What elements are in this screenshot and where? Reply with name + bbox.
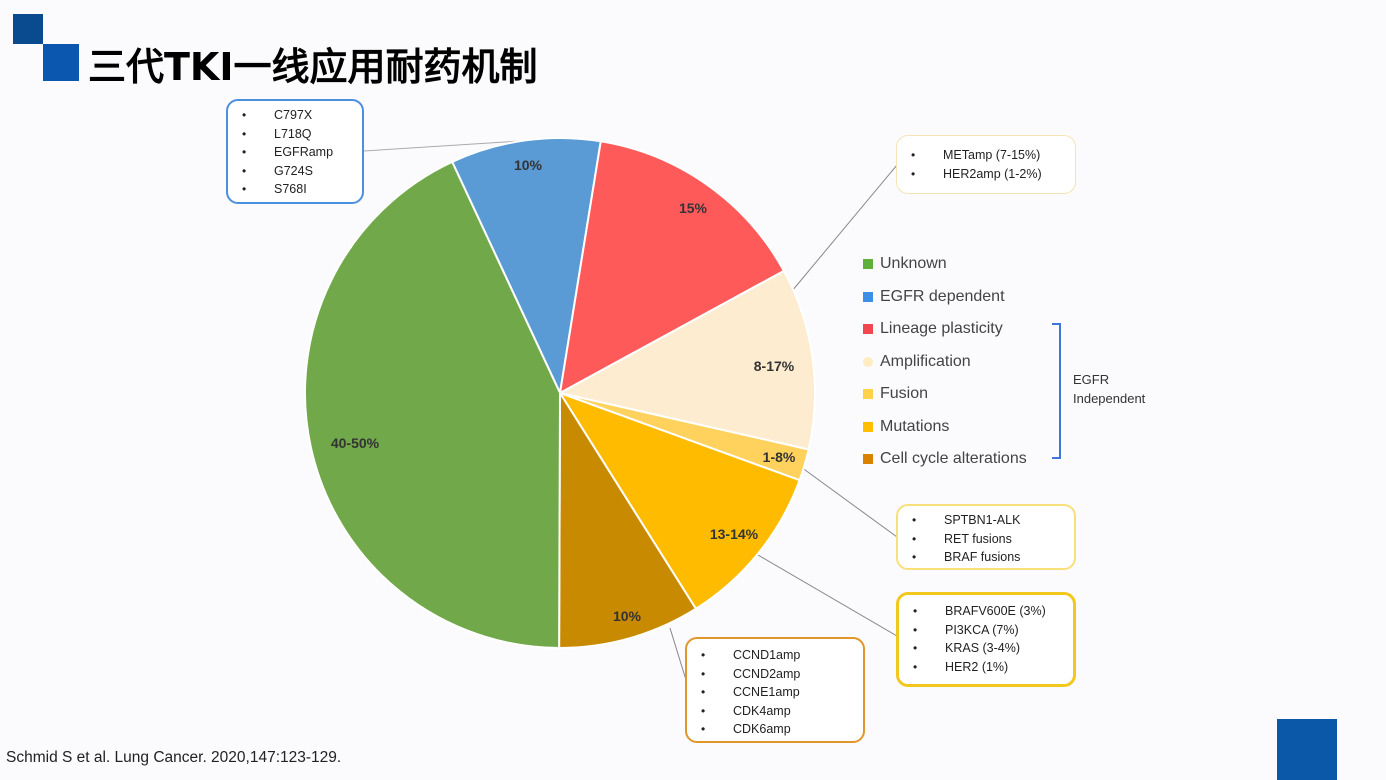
callout-item: BRAFV600E (3%)	[899, 602, 1073, 621]
callout-item: CDK4amp	[687, 702, 863, 721]
callout-item: HER2 (1%)	[899, 658, 1073, 677]
slice-label-amplification: 8-17%	[754, 358, 795, 374]
pie-slice-unknown	[304, 160, 562, 650]
callout-item: S768I	[228, 180, 362, 199]
callout-item: C797X	[228, 106, 362, 125]
callout-item: PI3KCA (7%)	[899, 621, 1073, 640]
legend-swatch-icon	[863, 421, 873, 432]
slice-label-egfr-dependent: 10%	[514, 157, 543, 173]
group-label-line1: EGFR	[1073, 372, 1110, 387]
connector-amplification	[791, 164, 898, 292]
chart-legend: Unknown EGFR dependent Lineage plasticit…	[863, 248, 1027, 476]
legend-item-lineage-plasticity: Lineage plasticity	[863, 313, 1027, 346]
callout-item: BRAF fusions	[898, 548, 1074, 567]
title-decoration-square	[43, 44, 79, 81]
pie-slice-amplification	[557, 269, 816, 451]
connector-cell-cycle	[669, 627, 687, 681]
egfr-independent-bracket	[1052, 323, 1061, 459]
egfr-independent-label: EGFR Independent	[1073, 370, 1173, 408]
slice-label-lineage-plasticity: 15%	[679, 200, 708, 216]
slide-title: 三代TKI一线应用耐药机制	[88, 45, 538, 89]
legend-label: Unknown	[880, 255, 947, 273]
callout-item: CDK6amp	[687, 720, 863, 739]
legend-label: Amplification	[880, 352, 971, 370]
pie-slice-cell-cycle	[558, 389, 698, 649]
pie-slice-mutations	[557, 391, 801, 611]
callout-item: KRAS (3-4%)	[899, 639, 1073, 658]
slice-label-cell-cycle: 10%	[613, 608, 642, 624]
callout-cell-cycle: CCND1amp CCND2amp CCNE1amp CDK4amp CDK6a…	[685, 637, 865, 743]
connector-egfr	[363, 140, 521, 152]
pie-slice-labels: 40-50% 10% 15% 8-17% 1-8% 13-14% 10%	[331, 157, 796, 624]
callout-item: HER2amp (1-2%)	[897, 165, 1075, 184]
callout-item: SPTBN1-ALK	[898, 511, 1074, 530]
callout-item: L718Q	[228, 125, 362, 144]
legend-item-amplification: Amplification	[863, 346, 1027, 379]
legend-swatch-icon	[863, 356, 873, 367]
callout-connectors	[363, 140, 898, 681]
legend-item-cell-cycle: Cell cycle alterations	[863, 443, 1027, 476]
legend-item-mutations: Mutations	[863, 411, 1027, 444]
legend-item-fusion: Fusion	[863, 378, 1027, 411]
callout-item: CCND2amp	[687, 665, 863, 684]
pie-slices	[304, 137, 816, 650]
legend-swatch-icon	[863, 259, 873, 270]
legend-item-egfr-dependent: EGFR dependent	[863, 281, 1027, 314]
legend-item-unknown: Unknown	[863, 248, 1027, 281]
slice-label-fusion: 1-8%	[763, 449, 796, 465]
legend-label: Cell cycle alterations	[880, 450, 1027, 468]
legend-label: Fusion	[880, 385, 929, 403]
callout-item: RET fusions	[898, 530, 1074, 549]
legend-label: Lineage plasticity	[880, 320, 1003, 338]
callout-item: EGFRamp	[228, 143, 362, 162]
callout-amplification: METamp (7-15%) HER2amp (1-2%)	[896, 135, 1076, 194]
pie-slice-egfr-dependent	[450, 137, 602, 397]
callout-item: G724S	[228, 162, 362, 181]
group-label-line2: Independent	[1073, 391, 1146, 406]
legend-swatch-icon	[863, 324, 873, 335]
corner-decoration-square	[1277, 719, 1337, 780]
legend-label: EGFR dependent	[880, 287, 1005, 305]
connector-mutations	[757, 554, 898, 637]
callout-fusion: SPTBN1-ALK RET fusions BRAF fusions	[896, 504, 1076, 570]
connector-fusion	[800, 466, 898, 538]
callout-item: CCND1amp	[687, 646, 863, 665]
legend-label: Mutations	[880, 417, 950, 435]
callout-item: METamp (7-15%)	[897, 146, 1075, 165]
slice-label-mutations: 13-14%	[710, 526, 759, 542]
callout-mutations: BRAFV600E (3%) PI3KCA (7%) KRAS (3-4%) H…	[896, 592, 1076, 687]
legend-swatch-icon	[863, 454, 873, 465]
legend-swatch-icon	[863, 291, 873, 302]
slice-label-unknown: 40-50%	[331, 435, 380, 451]
pie-slice-lineage-plasticity	[558, 140, 786, 395]
legend-swatch-icon	[863, 389, 873, 400]
title-decoration-square-dark	[13, 14, 43, 44]
callout-item: CCNE1amp	[687, 683, 863, 702]
citation: Schmid S et al. Lung Cancer. 2020,147:12…	[6, 749, 342, 766]
callout-egfr-dependent: C797X L718Q EGFRamp G724S S768I	[226, 99, 364, 204]
